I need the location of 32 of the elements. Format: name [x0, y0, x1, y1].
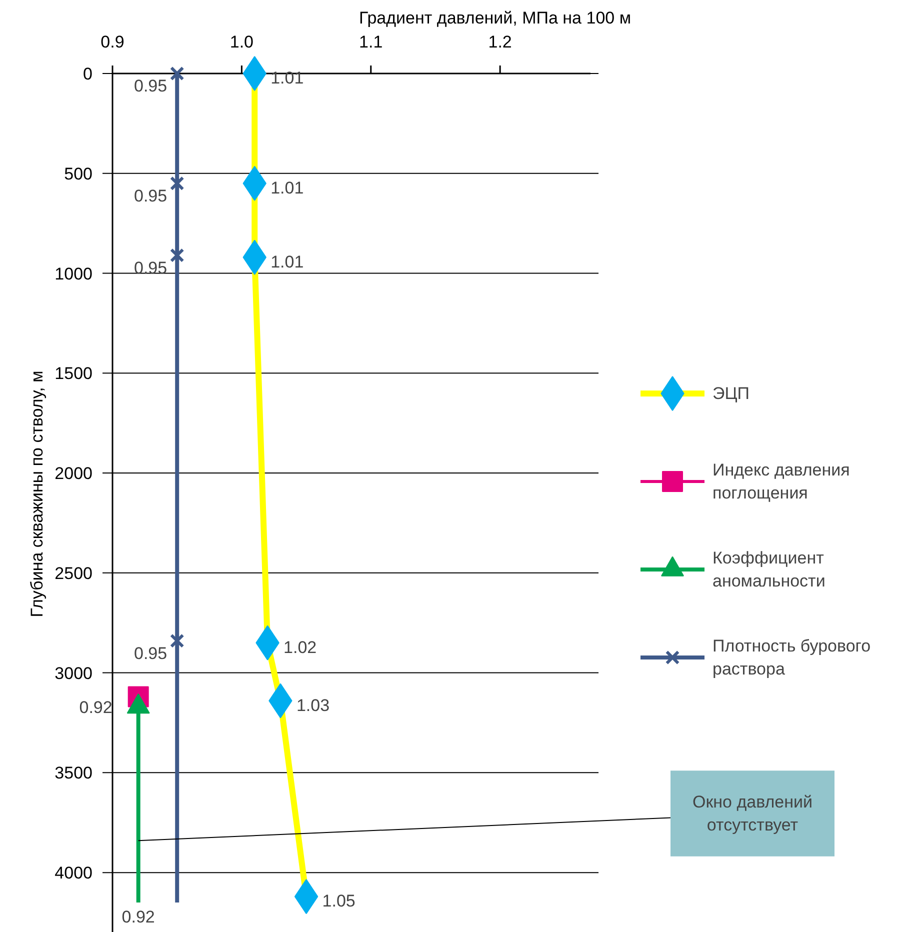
- y-tick-label: 4000: [54, 864, 93, 883]
- data-label: 0.92: [79, 698, 112, 717]
- x-tick-label: 1.2: [488, 32, 512, 52]
- annotation: Окно давлений отсутствует: [692, 792, 812, 834]
- y-tick-label: 500: [64, 164, 93, 184]
- data-label: 0.92: [122, 908, 155, 927]
- data-label: 1.01: [270, 68, 304, 88]
- legend-label: Коэффициент аномальности: [712, 548, 826, 590]
- y-tick-label: 3500: [54, 764, 93, 783]
- x-tick-label: 1.0: [230, 32, 254, 52]
- y-axis-title: Глубина скважины по стволу, м: [28, 370, 47, 618]
- legend-label: Плотность бурового раствора: [712, 636, 871, 678]
- data-label: 0.95: [134, 644, 168, 663]
- legend-label: Индекс давления поглощения: [712, 460, 850, 502]
- data-label: 0.95: [134, 186, 168, 206]
- x-tick-label: 1.1: [359, 32, 383, 52]
- y-tick-label: 2500: [54, 564, 93, 583]
- y-tick-label: 1000: [54, 264, 93, 284]
- data-label: 1.01: [270, 178, 304, 198]
- data-label: 1.03: [296, 696, 330, 715]
- legend-label: ЭЦП: [712, 384, 750, 403]
- y-tick-label: 0: [83, 64, 93, 84]
- data-label: 1.05: [322, 892, 356, 911]
- data-label: 0.95: [134, 258, 168, 278]
- x-tick-label: 0.9: [100, 32, 124, 52]
- data-label: 1.02: [284, 638, 317, 657]
- data-label: 1.01: [270, 252, 304, 272]
- y-tick-label: 1500: [54, 364, 93, 384]
- y-tick-label: 3000: [54, 664, 93, 683]
- x-axis-title: Градиент давлений, МПа на 100 м: [358, 8, 632, 28]
- data-label: 0.95: [134, 76, 168, 96]
- y-tick-label: 2000: [54, 464, 93, 484]
